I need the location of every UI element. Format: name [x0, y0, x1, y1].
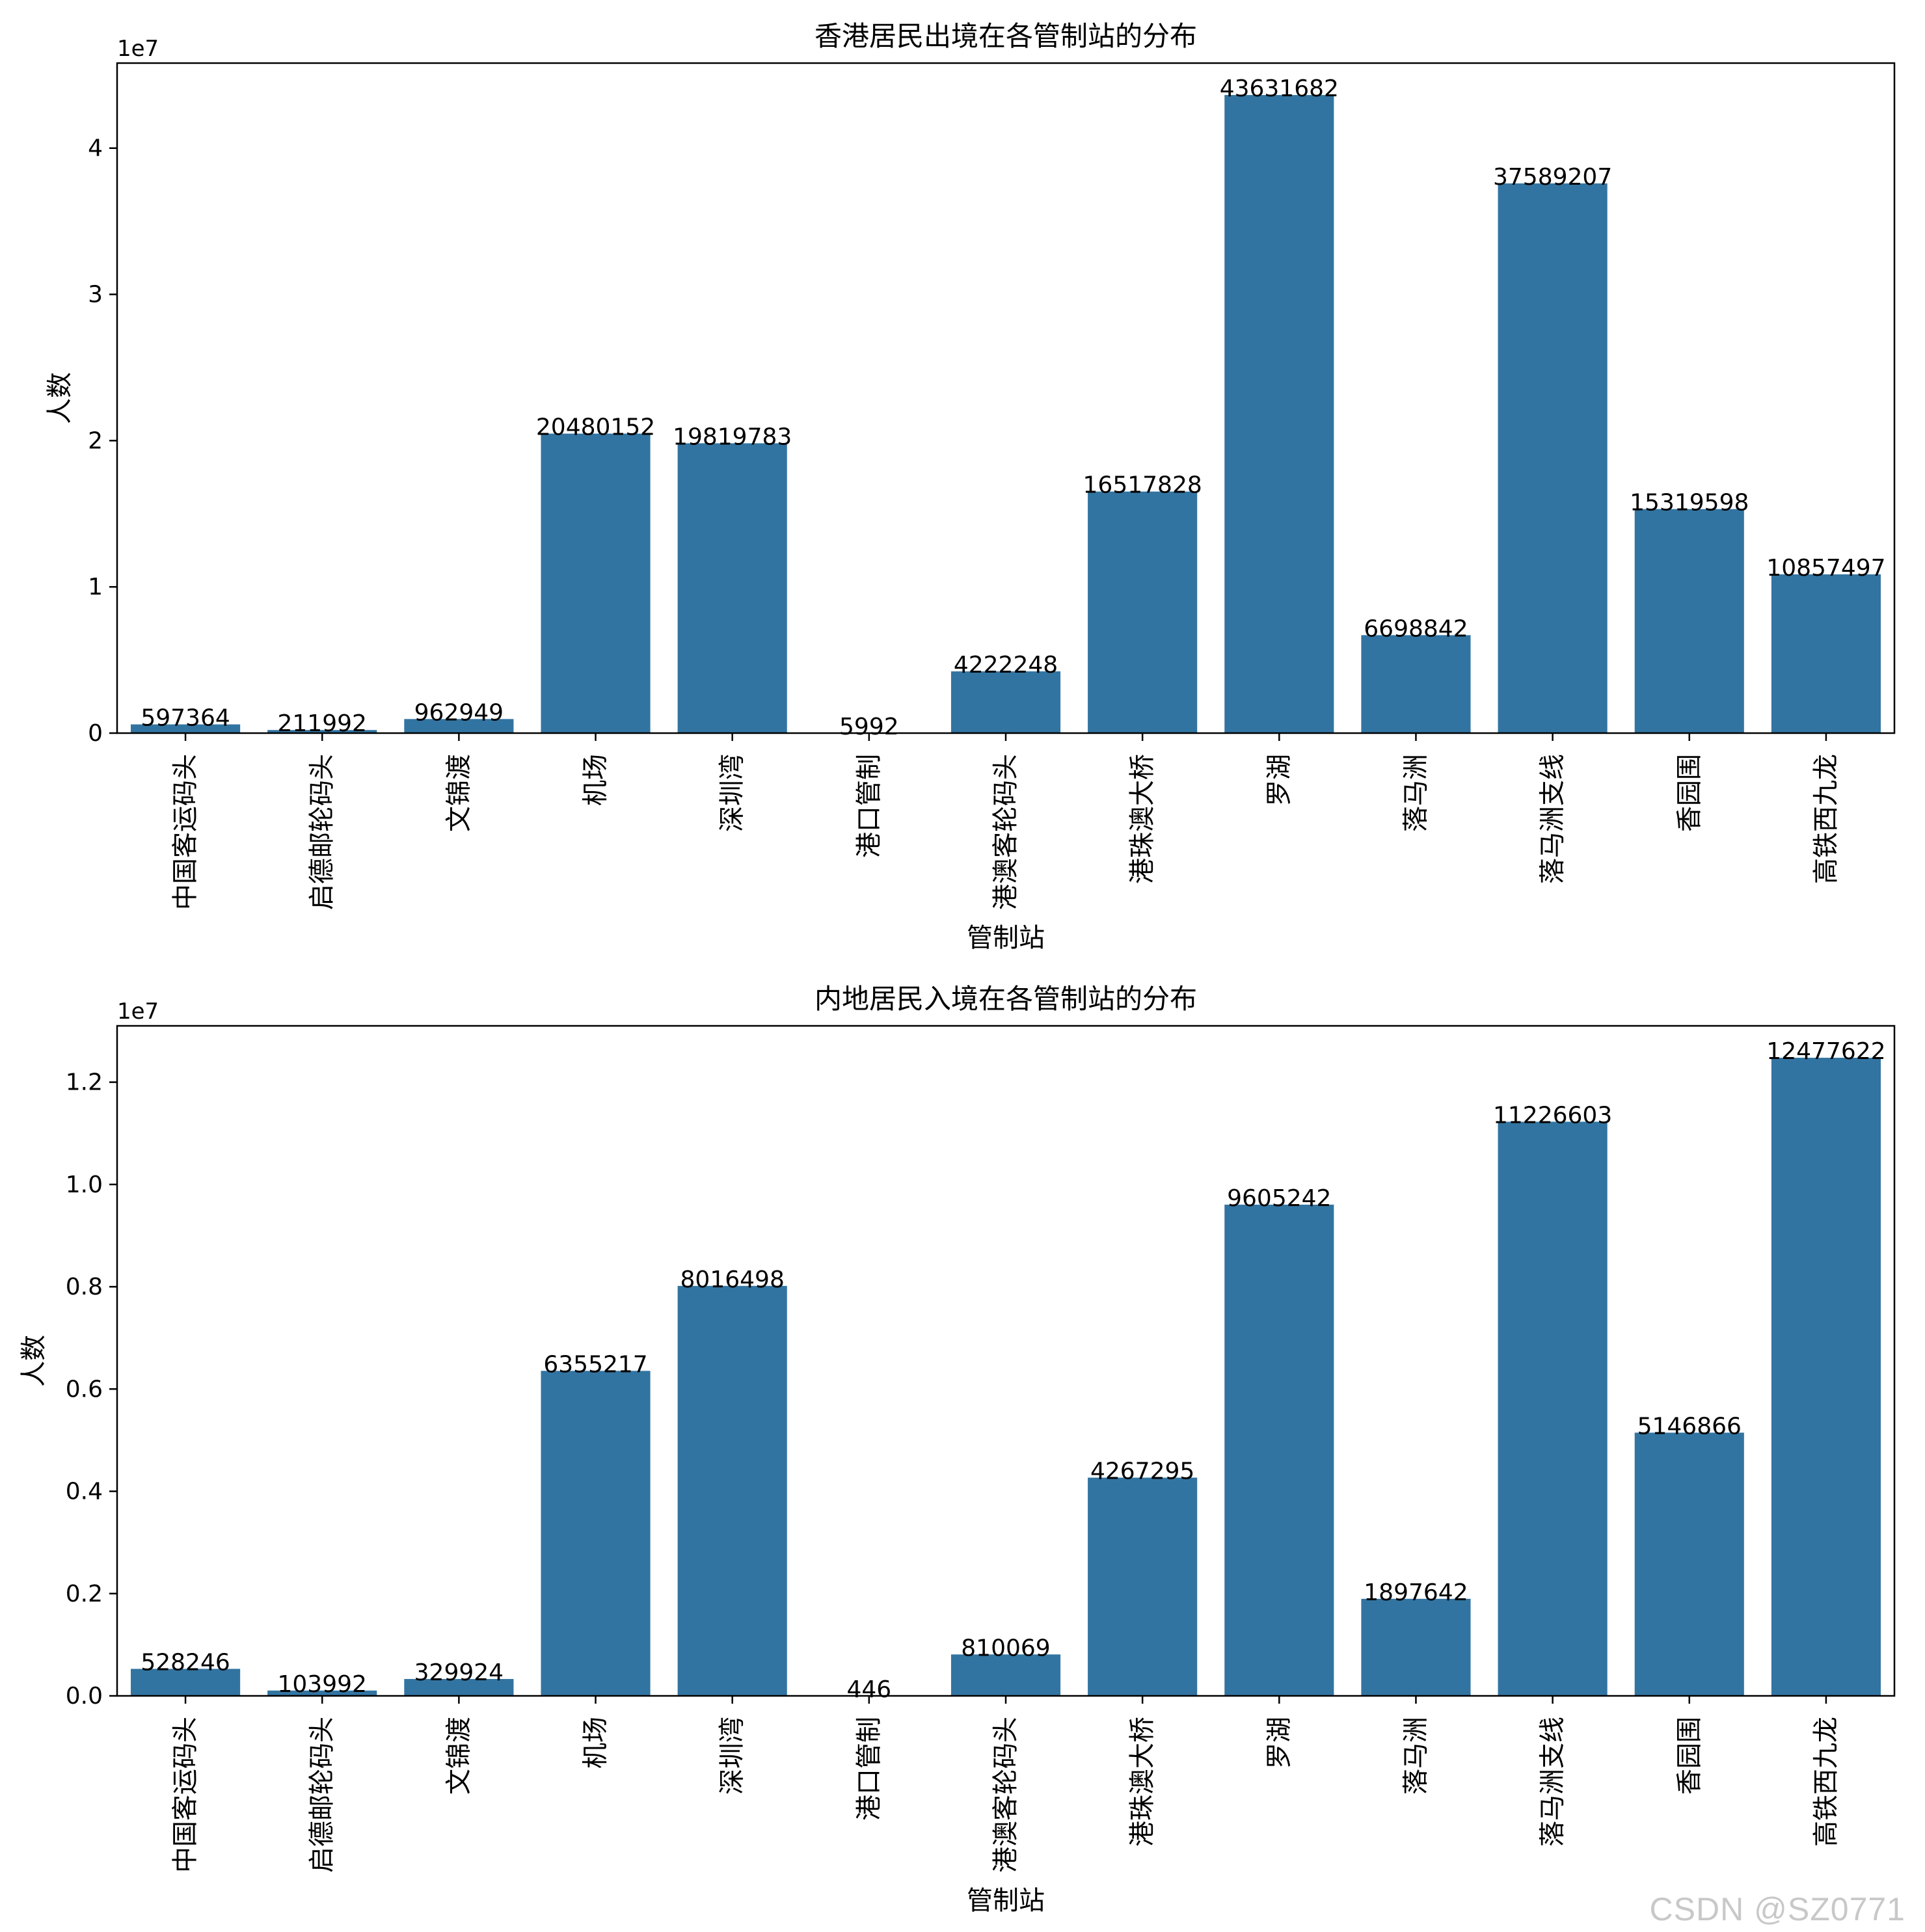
bar-高铁西九龙	[1771, 574, 1881, 733]
x-tick-label: 高铁西九龙	[1811, 1717, 1841, 1847]
bar-港珠澳大桥	[1088, 1477, 1198, 1696]
bar-罗湖	[1224, 95, 1334, 734]
bar-value-label: 8016498	[680, 1267, 785, 1293]
x-tick-label: 罗湖	[1264, 754, 1294, 806]
y-axis-label: 人数	[45, 372, 75, 424]
bar-value-label: 6698842	[1364, 615, 1468, 642]
bar-value-label: 10857497	[1766, 555, 1885, 582]
bar-启德邮轮码头	[267, 730, 377, 733]
y-tick-label: 0.0	[66, 1683, 103, 1710]
bar-启德邮轮码头	[267, 1690, 377, 1696]
bar-机场	[541, 433, 651, 733]
y-tick-label: 1.0	[66, 1172, 103, 1198]
bar-value-label: 43631682	[1220, 75, 1339, 102]
x-tick-label: 高铁西九龙	[1811, 754, 1841, 884]
y-tick-label: 1	[88, 574, 103, 600]
bar-罗湖	[1224, 1204, 1334, 1696]
bar-value-label: 329924	[414, 1659, 504, 1686]
bar-中国客运码头	[131, 1669, 241, 1696]
watermark-text: CSDN @SZ0771	[1649, 1891, 1905, 1927]
bar-机场	[541, 1371, 651, 1696]
y-axis-scale-label: 1e7	[117, 36, 159, 62]
y-tick-label: 0.6	[66, 1376, 103, 1402]
bar-落马洲	[1361, 635, 1471, 733]
y-tick-label: 2	[88, 427, 103, 454]
bar-文锦渡	[404, 1679, 514, 1696]
bar-落马洲支线	[1498, 1121, 1608, 1696]
x-tick-label: 中国客运码头	[170, 1717, 200, 1873]
bar-value-label: 4222248	[954, 652, 1058, 678]
bar-value-label: 962949	[414, 699, 504, 726]
plot-frame	[116, 1025, 1896, 1697]
bar-港澳客轮码头	[950, 1654, 1061, 1696]
bar-香园围	[1634, 509, 1744, 733]
x-tick-label: 港口管制	[854, 1717, 884, 1821]
x-tick-label: 深圳湾	[718, 1717, 747, 1795]
bar-value-label: 4267295	[1090, 1458, 1194, 1485]
x-tick-label: 机场	[581, 754, 611, 806]
bar-value-label: 11226603	[1493, 1102, 1612, 1129]
bar-深圳湾	[677, 443, 787, 733]
y-tick-label: 4	[88, 135, 103, 162]
bar-高铁西九龙	[1771, 1058, 1881, 1696]
x-tick-label: 香园围	[1675, 1717, 1704, 1795]
x-tick-label: 落马洲	[1401, 754, 1431, 832]
bar-深圳湾	[677, 1285, 787, 1696]
bar-港珠澳大桥	[1088, 491, 1198, 733]
y-tick-label: 3	[88, 282, 103, 308]
x-tick-label: 文锦渡	[444, 1717, 474, 1795]
bar-香园围	[1634, 1432, 1744, 1696]
x-tick-label: 港澳客轮码头	[991, 754, 1021, 910]
y-axis-label: 人数	[19, 1335, 49, 1387]
bar-港澳客轮码头	[950, 671, 1061, 733]
bar-value-label: 1897642	[1364, 1579, 1468, 1606]
bar-中国客运码头	[131, 724, 241, 733]
y-tick-label: 0.4	[66, 1479, 103, 1505]
bar-落马洲	[1361, 1598, 1471, 1696]
x-tick-label: 罗湖	[1264, 1717, 1294, 1769]
bar-value-label: 19819783	[673, 423, 792, 450]
bar-value-label: 15319598	[1630, 490, 1749, 517]
y-tick-label: 0.2	[66, 1581, 103, 1607]
bar-value-label: 12477622	[1766, 1038, 1885, 1065]
x-tick-label: 港珠澳大桥	[1127, 754, 1157, 884]
y-tick-label: 1.2	[66, 1069, 103, 1096]
x-tick-label: 启德邮轮码头	[307, 1717, 337, 1873]
bar-value-label: 103992	[278, 1671, 367, 1698]
bar-value-label: 16517828	[1083, 472, 1202, 499]
chart-title: 内地居民入境在各管制站的分布	[814, 983, 1197, 1015]
x-tick-label: 深圳湾	[718, 754, 747, 832]
y-axis-scale-label: 1e7	[117, 999, 159, 1025]
bar-value-label: 528246	[141, 1649, 230, 1676]
x-tick-label: 启德邮轮码头	[307, 754, 337, 910]
chart-mainland-residents-arrival: 内地居民入境在各管制站的分布 1e7 528246 103992 329924 63552…	[19, 983, 1896, 1916]
x-tick-label: 港珠澳大桥	[1127, 1717, 1157, 1847]
x-axis-label: 管制站	[967, 1886, 1045, 1916]
bar-value-label: 37589207	[1493, 164, 1612, 191]
bar-value-label: 810069	[961, 1635, 1050, 1661]
x-tick-label: 落马洲	[1401, 1717, 1431, 1795]
x-tick-label: 港澳客轮码头	[991, 1717, 1021, 1873]
y-tick-label: 0.8	[66, 1274, 103, 1300]
chart-title: 香港居民出境在各管制站的分布	[814, 20, 1197, 52]
bar-value-label: 20480152	[536, 414, 655, 441]
x-tick-label: 落马洲支线	[1538, 1717, 1568, 1847]
x-tick-label: 港口管制	[854, 754, 884, 858]
x-tick-label: 落马洲支线	[1538, 754, 1568, 884]
bar-value-label: 5146866	[1637, 1413, 1742, 1440]
x-tick-label: 香园围	[1675, 754, 1704, 832]
bar-文锦渡	[404, 719, 514, 733]
bar-value-label: 597364	[141, 705, 230, 732]
x-tick-label: 机场	[581, 1717, 611, 1769]
x-axis-label: 管制站	[967, 923, 1045, 953]
bar-落马洲支线	[1498, 183, 1608, 734]
bar-value-label: 9605242	[1227, 1185, 1331, 1212]
bar-value-label: 6355217	[543, 1351, 647, 1378]
x-tick-label: 中国客运码头	[170, 754, 200, 910]
plot-frame	[116, 62, 1896, 734]
x-tick-label: 文锦渡	[444, 754, 474, 832]
y-tick-label: 0	[88, 720, 103, 747]
